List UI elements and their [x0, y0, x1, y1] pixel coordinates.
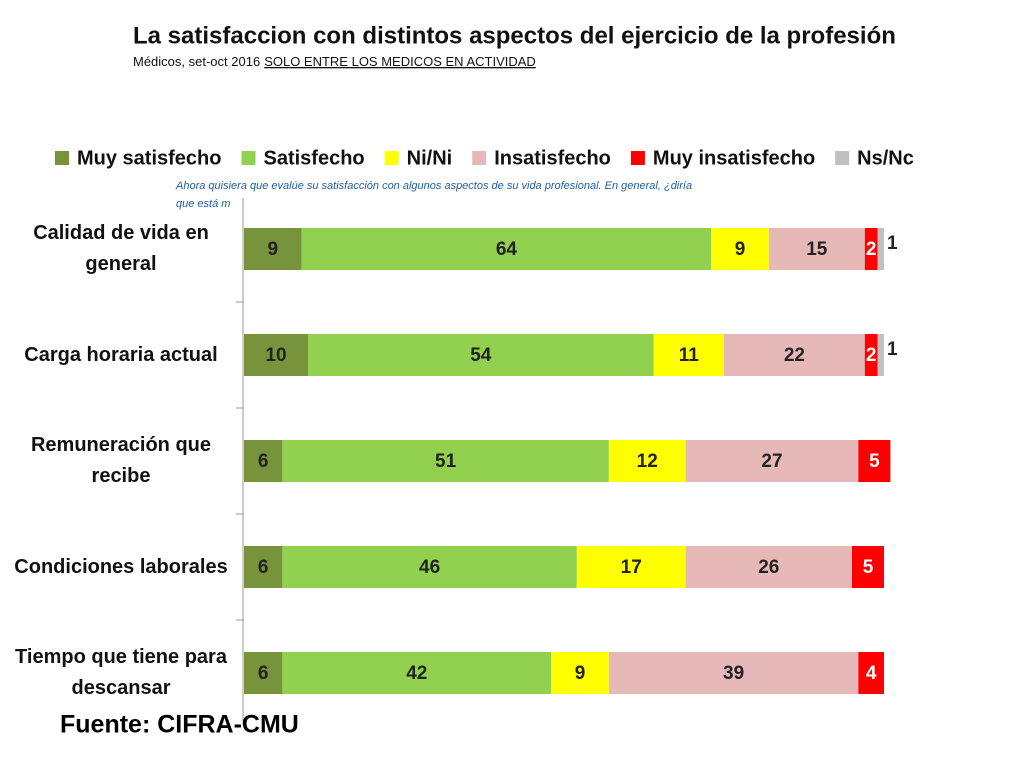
- chart-subtitle: Médicos, set-oct 2016 SOLO ENTRE LOS MEDI…: [133, 54, 536, 69]
- data-label: 11: [679, 345, 700, 366]
- category-label-text: Carga horaria actual: [24, 343, 218, 366]
- category-label-text: Remuneración que recibe: [30, 434, 212, 487]
- legend-label: Satisfecho: [263, 147, 364, 169]
- category-label-text: Condiciones laborales: [14, 555, 228, 578]
- bar-segment: [608, 652, 859, 694]
- bar-segment: [244, 334, 308, 376]
- data-label: 9: [268, 239, 279, 260]
- legend-swatch: [472, 151, 487, 165]
- bar-segment: [877, 334, 884, 376]
- data-label: 26: [758, 557, 779, 578]
- category-label-text: Tiempo que tiene para descansar: [15, 646, 227, 699]
- data-label: 4: [866, 663, 877, 684]
- data-label: 12: [637, 451, 658, 472]
- data-label: 6: [258, 663, 269, 684]
- bar-segment: [282, 440, 609, 482]
- bar-segment: [576, 546, 686, 588]
- bar-segment: [282, 652, 552, 694]
- bar-segment: [308, 334, 654, 376]
- data-label: 6: [258, 557, 269, 578]
- bar-segment: [608, 440, 686, 482]
- data-label: 17: [621, 557, 642, 578]
- bar-segment: [244, 440, 283, 482]
- data-label: 9: [735, 239, 746, 260]
- legend-label: Muy satisfecho: [77, 147, 221, 169]
- category-label: Condiciones laborales: [14, 555, 228, 578]
- data-label: 2: [866, 345, 877, 366]
- data-label: 15: [806, 239, 828, 260]
- data-label: 5: [863, 557, 874, 578]
- category-label: Calidad de vida en general: [33, 222, 209, 275]
- bar-segment: [244, 228, 302, 270]
- legend-swatch: [630, 151, 645, 165]
- legend-label: Ni/Ni: [407, 147, 453, 169]
- source: Fuente: CIFRA-CMU: [60, 711, 299, 739]
- subtitle-note: SOLO ENTRE LOS MEDICOS EN ACTIVIDAD: [264, 54, 536, 69]
- data-label: 9: [575, 663, 586, 684]
- data-label: 54: [470, 345, 492, 366]
- bar-segment: [858, 440, 891, 482]
- bar-segment: [877, 228, 884, 270]
- annotation: Ahora quisiera que evalúe su satisfacció…: [175, 180, 692, 192]
- data-label: 2: [866, 239, 877, 260]
- category-label: Remuneración que recibe: [30, 434, 212, 487]
- legend-label: Insatisfecho: [494, 147, 611, 169]
- chart-title: La satisfaccion con distintos aspectos d…: [133, 22, 896, 49]
- legend-swatch: [241, 151, 256, 165]
- legend-swatch: [384, 151, 399, 165]
- bar-segment: [653, 334, 724, 376]
- data-label: 46: [419, 557, 440, 578]
- data-label: 5: [869, 451, 880, 472]
- bar-segment: [711, 228, 769, 270]
- bar-segment: [858, 652, 884, 694]
- subtitle: Médicos, set-oct 2016: [133, 54, 260, 69]
- bar-segment: [685, 440, 859, 482]
- legend-swatch: [835, 151, 850, 165]
- category-label: Tiempo que tiene para descansar: [15, 646, 227, 699]
- legend-swatch: [55, 151, 69, 165]
- data-label: 1: [887, 233, 898, 254]
- bar-segment: [768, 228, 865, 270]
- data-label: 6: [258, 451, 269, 472]
- bar-segment: [551, 652, 609, 694]
- data-label: 10: [265, 345, 286, 366]
- bar-segment: [864, 228, 878, 270]
- bar-segment: [724, 334, 865, 376]
- legend-label: Muy insatisfecho: [653, 147, 815, 169]
- bar-segment: [864, 334, 878, 376]
- category-label: Carga horaria actual: [24, 343, 218, 366]
- bar-segment: [685, 546, 852, 588]
- data-label: 51: [435, 451, 457, 472]
- data-label: 39: [723, 663, 744, 684]
- legend-label: Ns/Nc: [857, 147, 914, 169]
- data-label: 22: [784, 345, 805, 366]
- bar-segment: [852, 546, 884, 588]
- data-label: 42: [406, 663, 427, 684]
- bar-segment: [282, 546, 577, 588]
- bar-segment: [244, 546, 283, 588]
- annotation: que está m: [176, 198, 230, 210]
- data-label: 27: [761, 451, 782, 472]
- data-label: 1: [887, 339, 898, 360]
- bar-segment: [244, 652, 283, 694]
- data-label: 64: [496, 239, 518, 260]
- bar-segment: [301, 228, 712, 270]
- category-label-text: Calidad de vida en general: [33, 222, 209, 275]
